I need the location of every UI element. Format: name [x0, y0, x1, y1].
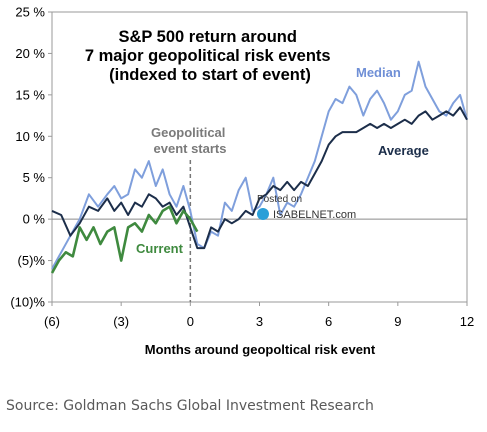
y-tick-label: 15 % [15, 87, 45, 102]
x-tick-label: 3 [256, 314, 263, 329]
series-label-current: Current [136, 241, 184, 256]
chart-title: S&P 500 return around 7 major geopolitic… [85, 28, 335, 84]
x-tick-label: 9 [394, 314, 401, 329]
series-line-current [50, 205, 199, 274]
x-tick-label: 0 [187, 314, 194, 329]
x-axis-label: Months around geopoltical risk event [145, 342, 376, 357]
y-tick-label: 10 % [15, 129, 45, 144]
y-tick-label: (10)% [10, 295, 45, 310]
series-label-median: Median [356, 65, 401, 80]
x-tick-label: 12 [460, 314, 474, 329]
y-tick-label: 25 % [15, 5, 45, 20]
x-axis: (6) (3) 0 3 6 9 12 [44, 302, 474, 329]
x-tick-label: 6 [325, 314, 332, 329]
y-tick-label: (5)% [18, 253, 46, 268]
series-layer [50, 60, 468, 274]
y-tick-label: 5 % [23, 170, 46, 185]
y-tick-label: 20 % [15, 46, 45, 61]
watermark-posted-on: Posted on [257, 194, 302, 205]
watermark: Posted on ISABELNET.com [257, 194, 356, 221]
series-line-median [51, 60, 468, 270]
watermark-logo-icon [257, 208, 269, 220]
y-axis: (10)% (5)% 0 % 5 % 10 % 15 % 20 % 25 % [10, 5, 52, 310]
series-label-average: Average [378, 143, 429, 158]
chart: (10)% (5)% 0 % 5 % 10 % 15 % 20 % 25 % (6) (3) 0 3… [10, 5, 474, 358]
watermark-site: ISABELNET.com [273, 209, 356, 221]
x-tick-label: (6) [44, 314, 60, 329]
x-tick-label: (3) [113, 314, 129, 329]
source-note: Source: Goldman Sachs Global Investment … [6, 398, 374, 414]
series-line-average [51, 106, 468, 250]
event-marker-label: Geopolitical event starts [151, 125, 229, 156]
y-tick-label: 0 % [23, 212, 46, 227]
